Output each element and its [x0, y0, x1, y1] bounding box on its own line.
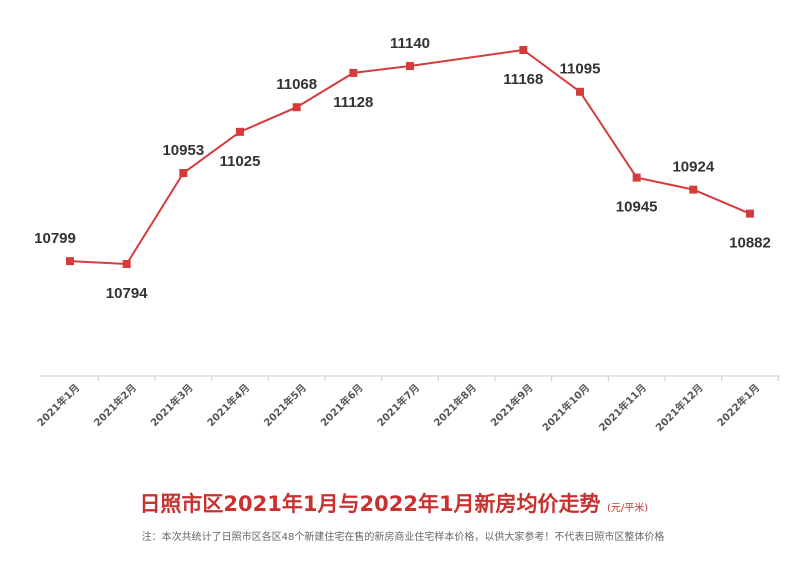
x-tick-label: 2021年4月 — [204, 381, 252, 429]
marker — [519, 46, 528, 54]
value-label: 11095 — [560, 61, 601, 78]
value-label: 11025 — [220, 153, 261, 170]
value-label: 10945 — [616, 199, 658, 216]
x-tick-label: 2021年3月 — [148, 381, 196, 429]
line — [69, 48, 751, 266]
x-tick-label: 2021年9月 — [488, 381, 536, 429]
marker — [292, 103, 301, 112]
x-tick-label: 2021年1月 — [34, 381, 82, 429]
value-label: 10953 — [162, 142, 204, 159]
value-label: 11068 — [276, 76, 317, 93]
chart-title: 日照市区2021年1月与2022年1月新房均价走势 — [139, 492, 600, 516]
value-label: 11128 — [333, 94, 373, 111]
x-tick-label: 2021年5月 — [261, 381, 309, 429]
value-label: 11140 — [390, 35, 430, 52]
marker — [179, 169, 188, 178]
x-tick-label: 2021年8月 — [431, 381, 479, 429]
value-label: 10882 — [729, 235, 771, 252]
value-label: 10924 — [672, 159, 714, 176]
marker — [236, 127, 244, 136]
marker — [406, 62, 414, 71]
x-tick-label: 2021年11月 — [596, 381, 649, 434]
marker — [349, 68, 358, 77]
x-tick-label: 2021年2月 — [91, 381, 139, 429]
marker — [746, 209, 754, 218]
value-label: 10799 — [34, 230, 76, 247]
value-label: 10794 — [106, 285, 148, 302]
marker — [66, 257, 74, 266]
unit: (元/平米) — [607, 501, 648, 514]
x-tick-label: 2021年6月 — [318, 381, 366, 429]
x-tick-label: 2021年7月 — [374, 381, 422, 429]
x-tick-label: 2021年12月 — [653, 381, 706, 434]
marker — [122, 260, 131, 268]
x-tick-label: 2022年1月 — [714, 381, 762, 429]
marker — [576, 87, 584, 96]
marker — [632, 173, 641, 182]
note: 注：本次共统计了日照市区各区48个新建住宅在售的新房商业住宅样本价格，以供大家参… — [142, 530, 665, 543]
x-tick-label: 2021年10月 — [539, 381, 592, 434]
marker — [689, 185, 698, 194]
value-label: 11168 — [503, 71, 543, 88]
